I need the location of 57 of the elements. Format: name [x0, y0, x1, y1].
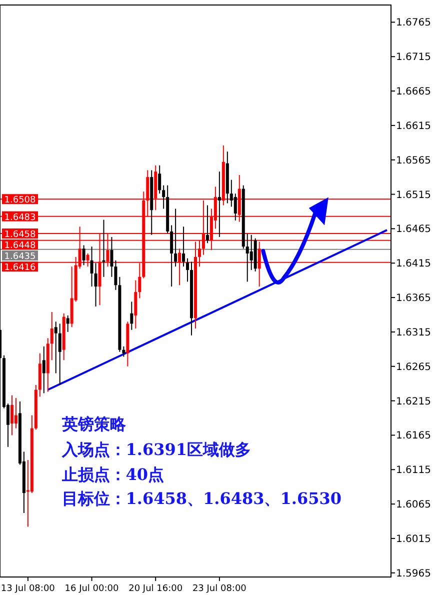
candlestick — [90, 246, 94, 288]
y-tick-label: 1.6265 — [396, 362, 431, 373]
candlestick — [66, 314, 70, 332]
y-tick-label: 1.6515 — [396, 190, 431, 201]
candlestick — [206, 204, 209, 244]
candlestick — [250, 234, 253, 271]
candlestick — [174, 208, 178, 268]
x-tick-label: 20 Jul 16:00 — [128, 584, 183, 594]
ref-line-label: 1.6508 — [4, 196, 36, 206]
candlestick — [162, 184, 166, 210]
annotation: 英镑策略 — [60, 414, 127, 434]
y-tick-label: 1.5965 — [396, 568, 431, 580]
y-tick-label: 1.6715 — [396, 52, 431, 64]
y-tick-label: 1.6465 — [396, 224, 431, 236]
ref-line-label: 1.6458 — [4, 230, 36, 240]
y-tick-label: 1.6315 — [396, 327, 431, 338]
candlestick — [10, 394, 14, 436]
candlestick — [182, 226, 186, 268]
y-tick-label: 1.6365 — [396, 293, 431, 304]
annotation: 目标位：1.6458、1.6483、1.6530 — [62, 489, 342, 508]
ref-line-label: 1.6483 — [4, 212, 36, 223]
candlestick — [246, 233, 249, 282]
candlestick — [82, 244, 86, 266]
candlestick — [134, 280, 138, 330]
y-tick-label: 1.6065 — [396, 500, 431, 511]
ref-line-label: 1.6435 — [4, 252, 36, 262]
candlestick — [218, 171, 221, 238]
y-tick-label: 1.6165 — [396, 430, 431, 442]
annotation: 入场点：1.6391区域做多 — [60, 440, 252, 459]
candlestick — [114, 260, 118, 290]
ref-line-label: 1.6416 — [4, 263, 36, 274]
y-tick-label: 1.6015 — [396, 534, 431, 545]
candlestick — [94, 262, 98, 307]
annotation: 止损点：40点 — [60, 465, 164, 484]
candlestick — [54, 321, 58, 374]
y-tick-label: 1.6665 — [396, 86, 431, 98]
x-tick-label: 13 Jul 08:00 — [0, 584, 56, 594]
candlestick — [42, 346, 46, 394]
y-tick-label: 1.6565 — [396, 155, 431, 166]
candlestick — [170, 224, 174, 288]
ref-line-label: 1.6448 — [4, 241, 36, 252]
candlestick — [50, 311, 54, 361]
candlestick — [130, 301, 134, 330]
candlestick — [14, 398, 18, 429]
candlestick — [186, 258, 190, 282]
y-tick-label: 1.6415 — [396, 258, 431, 270]
y-tick-label: 1.6765 — [396, 18, 431, 29]
x-tick-label: 16 Jul 00:00 — [64, 584, 120, 594]
candlestick — [110, 236, 114, 278]
x-tick-label: 23 Jul 08:00 — [192, 584, 247, 594]
y-tick-label: 1.6215 — [396, 396, 431, 408]
candlestick — [234, 193, 237, 221]
candlestick — [122, 346, 126, 358]
candlestick — [58, 323, 62, 386]
y-tick-label: 1.6115 — [396, 465, 431, 476]
y-tick-label: 1.6615 — [396, 120, 431, 132]
candlestick — [158, 164, 162, 194]
